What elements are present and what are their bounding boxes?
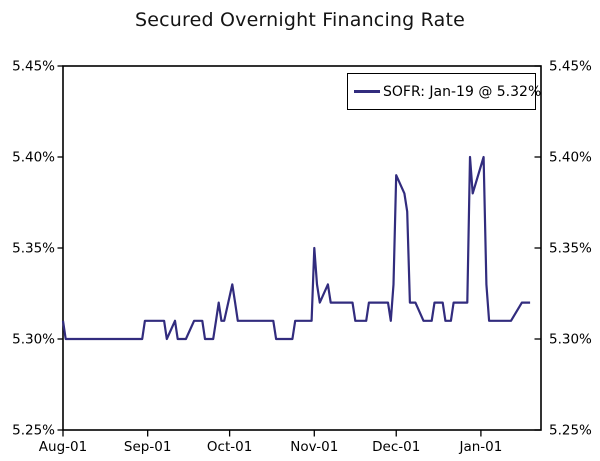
x-axis-label: Sep-01 xyxy=(124,439,172,455)
y-axis-label-left: 5.45% xyxy=(12,59,55,75)
legend: SOFR: Jan-19 @ 5.32% xyxy=(347,73,541,110)
x-axis-label: Aug-01 xyxy=(39,439,87,455)
x-axis-label: Nov-01 xyxy=(290,439,338,455)
y-axis-label-right: 5.35% xyxy=(549,241,592,257)
legend-line-swatch xyxy=(354,90,380,93)
x-axis-label: Jan-01 xyxy=(458,439,502,455)
legend-label: SOFR: Jan-19 @ 5.32% xyxy=(383,83,542,100)
y-axis-label-left: 5.25% xyxy=(12,423,55,439)
x-axis-label: Dec-01 xyxy=(372,439,420,455)
chart-title: Secured Overnight Financing Rate xyxy=(134,9,466,31)
y-axis-label-right: 5.30% xyxy=(549,332,592,348)
y-axis-label-right: 5.25% xyxy=(549,423,592,439)
y-axis-label-right: 5.45% xyxy=(549,59,592,75)
y-axis-label-left: 5.30% xyxy=(12,332,55,348)
sofr-line xyxy=(61,155,531,341)
y-axis-label-right: 5.40% xyxy=(549,150,592,166)
y-axis-label-left: 5.35% xyxy=(12,241,55,257)
x-axis-label: Oct-01 xyxy=(207,439,252,455)
y-axis-label-left: 5.40% xyxy=(12,150,55,166)
